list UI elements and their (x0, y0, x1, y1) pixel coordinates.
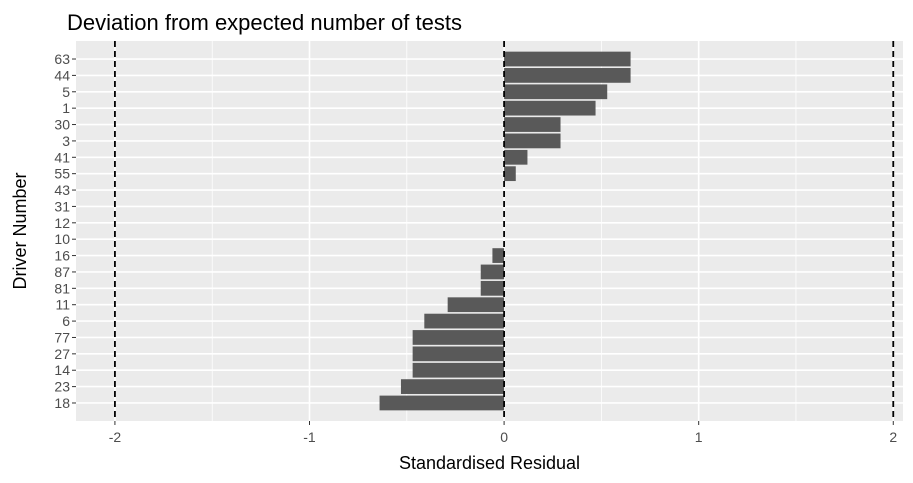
x-tick-label: -2 (109, 429, 122, 445)
bar-driver-30 (504, 117, 561, 132)
bar-driver-3 (504, 133, 561, 149)
y-tick-label: 44 (54, 67, 70, 83)
bar-driver-87 (480, 264, 505, 280)
x-tick-label: 2 (889, 429, 897, 445)
y-tick-label: 1 (62, 100, 70, 116)
bar-driver-55 (504, 166, 516, 182)
y-tick-label: 87 (54, 264, 70, 280)
y-tick-label: 81 (54, 280, 70, 296)
y-tick-label: 77 (54, 329, 70, 345)
y-tick-label: 11 (55, 297, 70, 313)
x-tick-label: 0 (500, 429, 508, 445)
bar-driver-16 (492, 248, 505, 263)
bar-driver-11 (447, 297, 505, 313)
y-tick-label: 5 (62, 84, 70, 100)
y-tick-label: 6 (62, 313, 70, 329)
y-tick-label: 55 (54, 166, 70, 182)
reference-lines (114, 41, 895, 421)
y-tick-label: 14 (54, 362, 70, 378)
x-tick-label: -1 (303, 429, 316, 445)
bar-driver-81 (480, 280, 505, 296)
bar-driver-6 (424, 313, 505, 329)
x-axis: -2 -1 0 1 2 (109, 421, 897, 445)
bar-driver-23 (400, 379, 505, 394)
y-tick-label: 43 (54, 182, 70, 198)
y-tick-label: 10 (54, 231, 70, 247)
bar-driver-14 (412, 362, 505, 378)
bar-driver-5 (504, 84, 608, 100)
bar-driver-77 (412, 330, 505, 345)
x-axis-title: Standardised Residual (399, 453, 580, 473)
y-tick-label: 3 (62, 133, 70, 149)
bar-driver-18 (379, 395, 505, 411)
bars (379, 51, 631, 411)
y-tick-label: 31 (54, 198, 70, 214)
y-tick-label: 27 (54, 346, 70, 362)
y-tick-label: 23 (54, 379, 70, 395)
chart-title: Deviation from expected number of tests (67, 10, 462, 35)
y-tick-label: 18 (54, 395, 70, 411)
x-tick-label: 1 (695, 429, 703, 445)
y-tick-label: 30 (54, 117, 70, 133)
y-tick-label: 63 (54, 51, 70, 67)
y-tick-label: 16 (54, 248, 70, 264)
y-tick-label: 12 (54, 215, 70, 231)
bar-driver-1 (504, 100, 596, 116)
y-axis-title: Driver Number (10, 172, 30, 289)
bar-driver-44 (504, 68, 631, 83)
y-tick-label: 41 (54, 149, 70, 165)
bar-driver-41 (504, 149, 528, 165)
bar-driver-63 (504, 51, 631, 67)
bar-driver-27 (412, 346, 505, 362)
